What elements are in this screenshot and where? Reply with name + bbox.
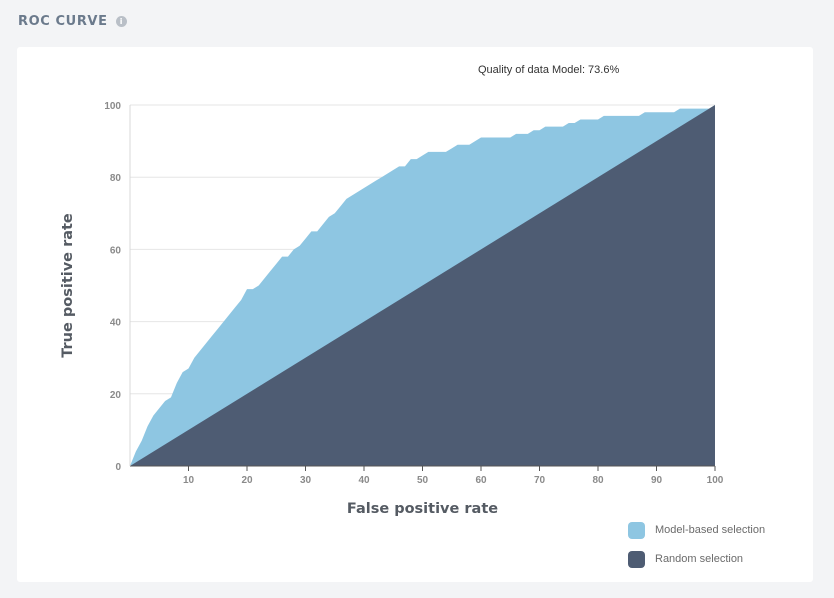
legend-label-random: Random selection: [655, 553, 744, 565]
x-tick-label-100: 100: [707, 475, 724, 486]
x-tick-label-80: 80: [592, 475, 604, 486]
section-title: ROC CURVE: [18, 14, 108, 29]
x-tick-label-70: 70: [534, 475, 546, 486]
y-tick-label-20: 20: [110, 390, 122, 401]
x-tick-label-20: 20: [241, 475, 253, 486]
x-axis-label: False positive rate: [347, 501, 498, 517]
x-tick-label-10: 10: [183, 475, 195, 486]
y-tick-label-40: 40: [110, 318, 122, 329]
x-tick-label-90: 90: [651, 475, 663, 486]
x-tick-label-40: 40: [358, 475, 370, 486]
x-tick-label-60: 60: [475, 475, 487, 486]
legend-item-random[interactable]: Random selection: [628, 550, 765, 568]
x-tick-label-50: 50: [417, 475, 429, 486]
info-icon[interactable]: i: [115, 16, 127, 27]
chart-legend: Model-based selection Random selection: [628, 521, 765, 579]
legend-swatch-model: [628, 521, 645, 539]
y-axis-label: True positive rate: [60, 213, 76, 358]
x-tick-label-30: 30: [300, 475, 312, 486]
area-random-selection: [130, 105, 715, 466]
legend-label-model: Model-based selection: [655, 524, 766, 536]
chart-title: Quality of data Model: 73.6%: [478, 64, 620, 76]
y-tick-label-100: 100: [104, 101, 121, 112]
chart-card: Quality of data Model: 73.6% 10 20 30 40 50 6…: [17, 47, 813, 582]
section-header: ROC CURVE i: [18, 14, 127, 29]
legend-swatch-random: [628, 550, 645, 568]
legend-item-model[interactable]: Model-based selection: [628, 521, 765, 539]
y-tick-label-60: 60: [110, 245, 122, 256]
roc-chart: 10 20 30 40 50 60 70 80 90 100 0 20 40 60 80 100 False p…: [60, 101, 724, 517]
y-tick-label-0: 0: [115, 462, 121, 473]
y-tick-label-80: 80: [110, 173, 122, 184]
